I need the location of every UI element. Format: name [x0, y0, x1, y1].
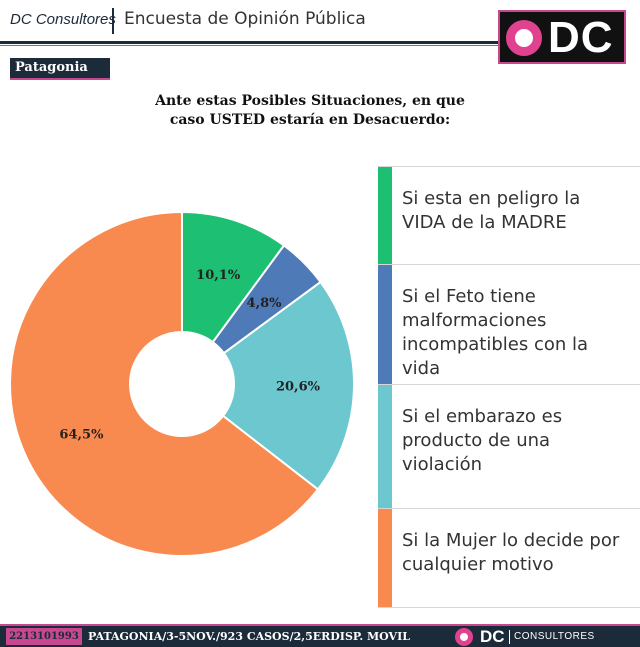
legend-item-3: Si el embarazo es producto de una violació…	[378, 384, 640, 508]
question-title: Ante estas Posibles Situaciones, en que …	[100, 92, 520, 130]
legend-item-2: Si el Feto tiene malformaciones incompatib…	[378, 264, 640, 384]
slice-label-1: 10,1%	[196, 268, 241, 283]
footer-code: 2213101993	[6, 628, 82, 645]
page-title: Encuesta de Opinión Pública	[124, 9, 366, 29]
legend-label-2: Si el Feto tiene malformaciones incompatib…	[378, 265, 640, 381]
slice-label-4: 64,5%	[59, 427, 104, 442]
region-tag: Patagonia	[10, 58, 110, 80]
footer-logo-separator	[509, 630, 510, 644]
legend-label-line: Si esta en peligro la	[402, 188, 581, 209]
legend-label-line: incompatibles con la	[402, 334, 589, 355]
legend-label-line: Si la Mujer lo decide por	[402, 530, 620, 551]
logo-ring-icon	[506, 20, 542, 56]
legend-label-3: Si el embarazo es producto de una violació…	[378, 385, 640, 477]
legend-label-line: Si el embarazo es	[402, 406, 563, 427]
slice-label-2: 4,8%	[247, 296, 283, 311]
slice-label-3: 20,6%	[276, 379, 321, 394]
footer-logo-dc: DC	[480, 627, 505, 646]
header: DC Consultores Encuesta de Opinión Públi…	[0, 0, 640, 46]
header-rule	[0, 41, 510, 44]
legend-label-1: Si esta en peligro la VIDA de la MADRE	[378, 167, 640, 235]
legend-swatch-4	[378, 509, 392, 607]
question-line-2: caso USTED estaría en Desacuerdo:	[169, 112, 451, 128]
legend-swatch-3	[378, 385, 392, 508]
legend-swatch-1	[378, 167, 392, 264]
pie-slice-4	[9, 210, 320, 557]
legend-label-line: violación	[402, 454, 483, 475]
question-line-1: Ante estas Posibles Situaciones, en que	[155, 93, 465, 109]
chart-legend: Si esta en peligro la VIDA de la MADRE Si …	[378, 166, 640, 608]
footer-logo-ring-icon	[455, 628, 473, 646]
legend-item-4: Si la Mujer lo decide por cualquier motiv…	[378, 508, 640, 608]
legend-swatch-2	[378, 265, 392, 384]
legend-item-1: Si esta en peligro la VIDA de la MADRE	[378, 166, 640, 264]
legend-label-line: malformaciones	[402, 310, 547, 331]
donut-chart: 10,1% 4,8% 20,6% 64,5%	[9, 210, 355, 557]
header-separator	[112, 8, 114, 34]
pie-slice-3	[221, 280, 355, 491]
legend-label-line: producto de una	[402, 430, 551, 451]
header-accent-rule	[0, 45, 510, 46]
legend-label-line: VIDA de la MADRE	[402, 212, 567, 233]
legend-label-line: cualquier motivo	[402, 554, 554, 575]
brand-name: DC Consultores	[10, 11, 116, 28]
footer-bar: 2213101993 PATAGONIA/3-5NOV./923 CASOS/2…	[0, 624, 640, 647]
legend-label-line: Si el Feto tiene	[402, 286, 536, 307]
footer-logo-consultores: CONSULTORES	[514, 631, 595, 642]
dc-logo: DC	[498, 10, 626, 64]
footer-meta: PATAGONIA/3-5NOV./923 CASOS/2,5ERDISP. M…	[88, 630, 410, 643]
legend-label-4: Si la Mujer lo decide por cualquier motiv…	[378, 509, 640, 577]
legend-label-line: vida	[402, 358, 441, 379]
logo-text: DC	[548, 13, 614, 62]
